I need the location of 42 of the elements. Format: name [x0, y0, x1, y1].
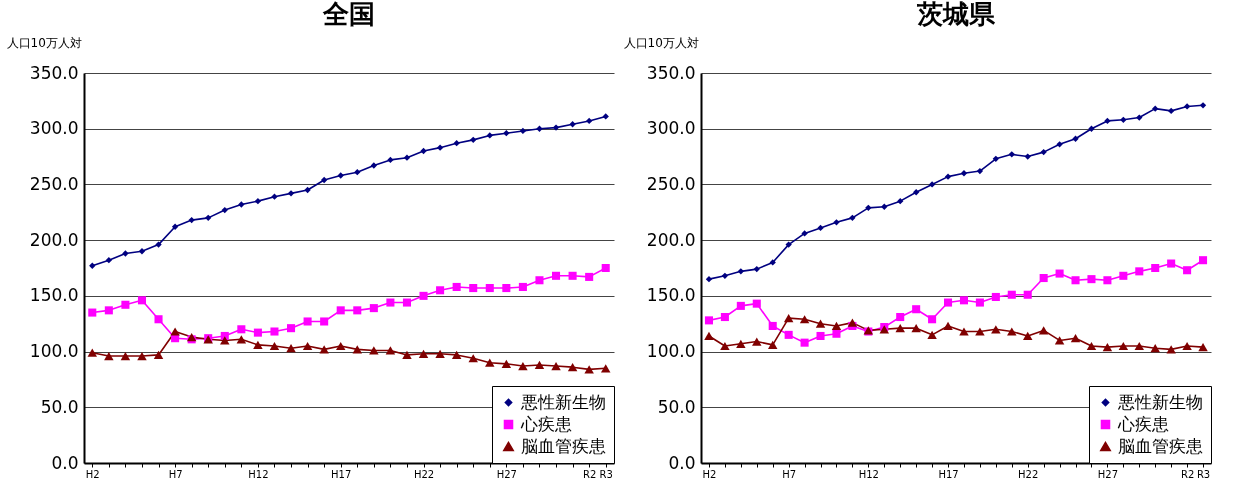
x-tick-label: R2: [1180, 468, 1195, 480]
x-tick-label: R3: [1196, 468, 1211, 480]
y-tick-label: 350.0: [29, 62, 79, 83]
y-tick-label: 300.0: [646, 118, 696, 139]
x-tick-label: H22: [413, 468, 435, 480]
y-tick-label: 100.0: [29, 341, 79, 362]
y-axis-title: 人口10万人対: [623, 35, 699, 50]
y-tick-label: 300.0: [29, 118, 79, 139]
x-tick-label: H2: [85, 468, 100, 480]
legend-label: 悪性新生物: [1117, 391, 1203, 412]
y-tick-label: 0.0: [51, 452, 79, 473]
y-tick-label: 200.0: [646, 229, 696, 250]
x-tick-label: H27: [496, 468, 517, 480]
chart-title: 全国: [322, 0, 375, 29]
x-tick-label: R2: [583, 468, 597, 480]
y-tick-label: 0.0: [668, 452, 696, 473]
y-tick-label: 50.0: [40, 396, 79, 417]
legend-label: 脳血管疾患: [521, 435, 606, 456]
legend-label: 心疾患: [520, 413, 572, 434]
x-tick-label: H2: [702, 468, 717, 480]
x-tick-label: H17: [331, 468, 352, 480]
y-tick-label: 200.0: [29, 229, 79, 250]
legend-label: 悪性新生物: [520, 391, 606, 412]
x-tick-label: H22: [1018, 468, 1039, 480]
legend-label: 脳血管疾患: [1118, 435, 1203, 456]
x-tick-label: H12: [248, 468, 269, 480]
y-tick-label: 350.0: [646, 62, 696, 83]
chart-title: 茨城県: [916, 0, 996, 29]
legend-label: 心疾患: [1117, 413, 1169, 434]
x-tick-label: R3: [599, 468, 613, 480]
x-tick-label: H7: [782, 468, 797, 480]
y-tick-label: 50.0: [657, 396, 696, 417]
y-tick-label: 100.0: [646, 341, 696, 362]
y-tick-label: 250.0: [29, 173, 79, 194]
y-tick-label: 150.0: [29, 285, 79, 306]
y-tick-label: 150.0: [646, 285, 696, 306]
y-axis-title: 人口10万人対: [6, 35, 82, 50]
x-tick-label: H7: [168, 468, 183, 480]
x-tick-label: H17: [938, 468, 959, 480]
x-tick-label: H27: [1097, 468, 1119, 480]
x-tick-label: H12: [858, 468, 879, 480]
y-tick-label: 250.0: [646, 173, 696, 194]
